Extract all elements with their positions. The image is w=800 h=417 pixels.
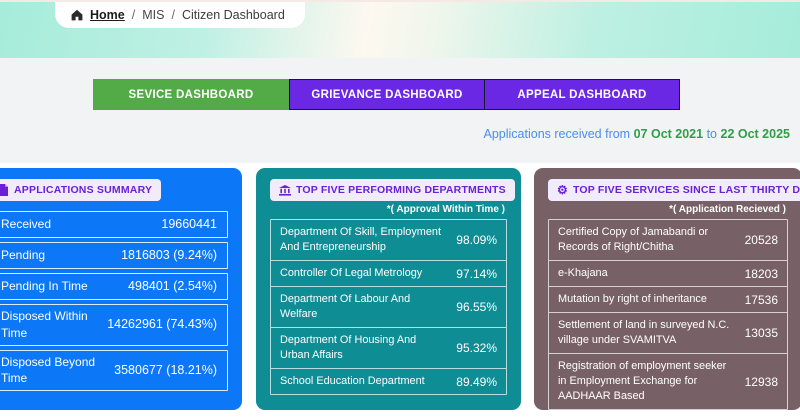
table-row: Mutation by right of inheritance 17536 [549, 287, 787, 314]
row-value: 97.14% [456, 266, 497, 281]
services-table: Certified Copy of Jamabandi or Records o… [548, 219, 788, 410]
breadcrumb-separator: / [131, 8, 136, 22]
row-label: e-Khajana [558, 267, 608, 280]
table-row: Controller Of Legal Metrology 97.14% [271, 261, 506, 288]
row-value: 1816803 (9.24%) [121, 247, 217, 262]
row-label: Disposed Within Time [1, 309, 88, 340]
breadcrumb-mis-link[interactable]: MIS [142, 8, 165, 22]
panel-title: TOP FIVE SERVICES SINCE LAST THIRTY DAYS [572, 184, 800, 196]
row-label: Department Of Skill, Employment And Entr… [280, 226, 441, 254]
row-label: Settlement of land in surveyed N.C. vill… [558, 319, 730, 347]
row-value: 20528 [744, 233, 778, 248]
row-value: 498401 (2.54%) [128, 278, 217, 293]
home-icon [71, 9, 83, 21]
top-departments-header: TOP FIVE PERFORMING DEPARTMENTS [270, 179, 515, 201]
date-range-prefix: Applications received from [483, 127, 631, 141]
tab-appeal-dashboard[interactable]: APPEAL DASHBOARD [484, 79, 680, 110]
row-value: 18203 [744, 266, 778, 281]
file-icon [0, 184, 9, 196]
date-range-end: 22 Oct 2025 [720, 127, 791, 141]
row-label: Department Of Housing And Urban Affairs [280, 334, 417, 362]
row-value: 98.09% [456, 233, 497, 248]
tab-service-dashboard[interactable]: SEVICE DASHBOARD [93, 79, 289, 110]
breadcrumb-current: Citizen Dashboard [181, 8, 285, 22]
panel-note: *( Approval Within Time ) [386, 204, 505, 215]
panel-title: APPLICATIONS SUMMARY [14, 184, 153, 196]
row-label: Department Of Labour And Welfare [280, 293, 411, 321]
panel-note: *( Application Recieved ) [669, 204, 786, 215]
departments-table: Department Of Skill, Employment And Entr… [270, 219, 507, 396]
row-label: Disposed Beyond Time [1, 354, 96, 386]
table-row: School Education Department 89.49% [271, 369, 506, 394]
top-departments-panel: TOP FIVE PERFORMING DEPARTMENTS *( Appro… [256, 168, 521, 410]
breadcrumb: Home / MIS / Citizen Dashboard [55, 2, 305, 28]
row-label: Certified Copy of Jamabandi or Records o… [558, 226, 709, 254]
date-range: Applications received from 07 Oct 2021 t… [484, 127, 791, 141]
table-row: Disposed Within Time 14262961 (74.43%) [0, 304, 228, 346]
row-value: 3580677 (18.21%) [114, 362, 217, 377]
panels-area: APPLICATIONS SUMMARY Received 19660441 P… [0, 163, 800, 417]
applications-summary-header: APPLICATIONS SUMMARY [0, 179, 162, 201]
table-row: Department Of Housing And Urban Affairs … [271, 328, 506, 370]
top-services-panel: ⚙ TOP FIVE SERVICES SINCE LAST THIRTY DA… [534, 168, 800, 410]
date-range-connector: to [706, 127, 718, 141]
row-label: Pending [1, 248, 46, 263]
table-row: Registration of employment seeker in Emp… [549, 354, 787, 409]
table-row: Department Of Skill, Employment And Entr… [271, 220, 506, 262]
table-row: e-Khajana 18203 [549, 261, 787, 288]
table-row: Received 19660441 [0, 211, 228, 238]
row-value: 12938 [744, 374, 778, 389]
row-label: Pending In Time [1, 279, 88, 294]
breadcrumb-separator: / [171, 8, 175, 22]
table-row: Disposed Beyond Time 3580677 (18.21%) [0, 349, 228, 392]
panel-title: TOP FIVE PERFORMING DEPARTMENTS [296, 184, 506, 196]
row-label: Mutation by right of inheritance [558, 293, 707, 306]
table-row: Certified Copy of Jamabandi or Records o… [549, 220, 787, 262]
top-services-header: ⚙ TOP FIVE SERVICES SINCE LAST THIRTY DA… [548, 179, 800, 201]
row-label: Registration of employment seeker in Emp… [558, 360, 727, 403]
tab-grievance-dashboard[interactable]: GRIEVANCE DASHBOARD [289, 79, 485, 110]
bank-icon [279, 184, 291, 196]
row-label: Controller Of Legal Metrology [280, 267, 423, 280]
row-value: 13035 [744, 326, 778, 341]
summary-table: Received 19660441 Pending 1816803 (9.24%… [0, 211, 242, 392]
row-value: 14262961 (74.43%) [107, 317, 217, 332]
breadcrumb-home-link[interactable]: Home [90, 8, 125, 22]
row-value: 19660441 [161, 216, 217, 231]
toolbar-section: SEVICE DASHBOARD GRIEVANCE DASHBOARD APP… [0, 58, 800, 163]
table-row: Pending In Time 498401 (2.54%) [0, 273, 228, 300]
row-label: Received [1, 217, 52, 232]
row-value: 89.49% [456, 374, 497, 389]
table-row: Department Of Labour And Welfare 96.55% [271, 287, 506, 329]
row-value: 17536 [744, 292, 778, 307]
gear-icon: ⚙ [557, 183, 568, 197]
table-row: Pending 1816803 (9.24%) [0, 242, 228, 269]
table-row: Settlement of land in surveyed N.C. vill… [549, 313, 787, 355]
row-value: 96.55% [456, 300, 497, 315]
row-label: School Education Department [280, 375, 425, 388]
applications-summary-panel: APPLICATIONS SUMMARY Received 19660441 P… [0, 168, 242, 410]
date-range-start: 07 Oct 2021 [633, 127, 704, 141]
header-band: Home / MIS / Citizen Dashboard [0, 0, 800, 58]
dashboard-tabs: SEVICE DASHBOARD GRIEVANCE DASHBOARD APP… [93, 79, 680, 110]
row-value: 95.32% [456, 341, 497, 356]
